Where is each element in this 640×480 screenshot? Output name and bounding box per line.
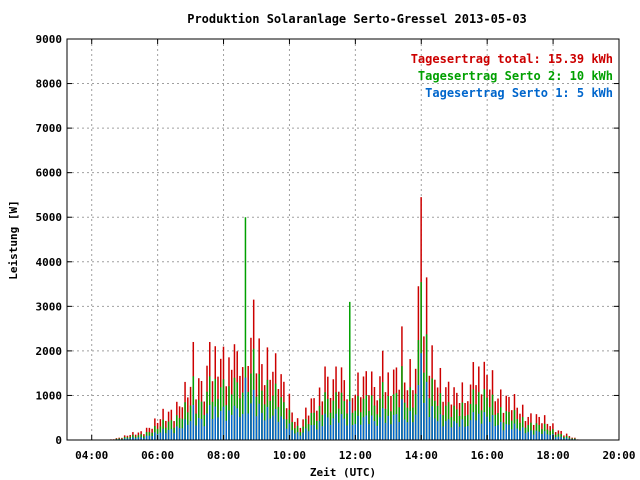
y-tick-label: 8000 xyxy=(36,78,63,91)
y-tick-label: 9000 xyxy=(36,33,63,46)
x-tick-label: 18:00 xyxy=(537,449,570,462)
x-tick-label: 10:00 xyxy=(273,449,306,462)
y-axis-ticks: 0 1000 2000 3000 4000 5000 6000 7000 8000 9000 xyxy=(36,33,619,447)
y-tick-label: 6000 xyxy=(36,167,63,180)
legend: Tagesertrag total: 15.39 kWh Tagesertrag … xyxy=(411,52,613,100)
x-tick-label: 16:00 xyxy=(471,449,504,462)
y-tick-label: 3000 xyxy=(36,300,63,313)
legend-entry: Tagesertrag Serto 1: 5 kWh xyxy=(425,86,613,100)
plot-frame xyxy=(66,38,620,441)
legend-entry: Tagesertrag Serto 2: 10 kWh xyxy=(418,69,613,83)
x-axis-label: Zeit (UTC) xyxy=(310,466,376,479)
y-tick-label: 4000 xyxy=(36,256,63,269)
x-tick-label: 12:00 xyxy=(339,449,372,462)
y-tick-label: 1000 xyxy=(36,389,63,402)
x-tick-label: 20:00 xyxy=(602,449,635,462)
y-axis-label: Leistung [W] xyxy=(7,200,20,279)
x-tick-label: 14:00 xyxy=(405,449,438,462)
legend-entry: Tagesertrag total: 15.39 kWh xyxy=(411,52,613,66)
x-tick-label: 04:00 xyxy=(75,449,108,462)
x-tick-label: 06:00 xyxy=(141,449,174,462)
y-tick-label: 0 xyxy=(55,434,62,447)
bars-group xyxy=(110,197,579,440)
y-tick-label: 7000 xyxy=(36,122,63,135)
y-tick-label: 2000 xyxy=(36,345,63,358)
x-axis-ticks: 04:00 06:00 08:00 10:00 12:00 14:00 16:00 18:00… xyxy=(75,39,636,462)
chart-title: Produktion Solaranlage Serto-Gressel 201… xyxy=(187,12,527,26)
y-tick-label: 5000 xyxy=(36,211,63,224)
grid-lines xyxy=(67,39,619,440)
x-tick-label: 08:00 xyxy=(207,449,240,462)
